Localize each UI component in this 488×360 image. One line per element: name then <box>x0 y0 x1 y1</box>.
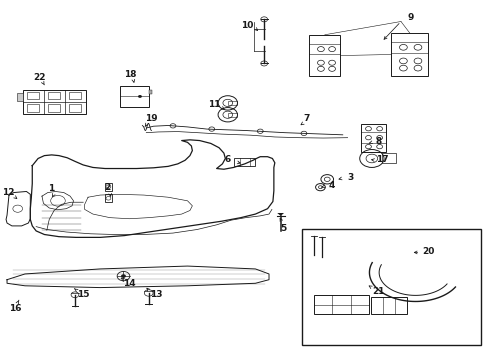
Bar <box>148 90 151 94</box>
Bar <box>69 92 81 99</box>
Circle shape <box>138 95 142 98</box>
Polygon shape <box>277 213 284 216</box>
Text: 11: 11 <box>207 100 220 109</box>
Text: 19: 19 <box>144 114 157 123</box>
Bar <box>27 104 39 112</box>
Text: 13: 13 <box>149 290 162 299</box>
Bar <box>48 92 60 99</box>
Bar <box>105 183 112 191</box>
Text: 6: 6 <box>224 155 230 164</box>
Bar <box>17 93 22 100</box>
Text: 17: 17 <box>375 155 388 164</box>
Bar <box>105 194 112 202</box>
Text: 7: 7 <box>303 114 309 123</box>
Bar <box>69 104 81 112</box>
Text: 15: 15 <box>77 289 89 298</box>
Bar <box>27 92 39 99</box>
Bar <box>301 229 480 345</box>
Text: 12: 12 <box>2 188 14 197</box>
Bar <box>48 104 60 112</box>
Bar <box>227 113 236 117</box>
Bar <box>390 33 427 76</box>
Bar <box>370 297 407 314</box>
Text: 10: 10 <box>241 21 253 30</box>
Text: 21: 21 <box>371 287 384 296</box>
Bar <box>313 295 369 315</box>
Text: 5: 5 <box>280 224 286 233</box>
Text: 20: 20 <box>422 247 434 256</box>
Bar <box>381 153 395 163</box>
Bar <box>227 101 236 105</box>
Text: 1: 1 <box>47 184 54 193</box>
Bar <box>308 35 340 76</box>
Text: 18: 18 <box>124 70 136 79</box>
Bar <box>234 158 255 166</box>
Bar <box>22 90 85 114</box>
Text: 2: 2 <box>104 183 110 192</box>
Bar <box>120 86 148 107</box>
Circle shape <box>121 274 125 278</box>
Text: 22: 22 <box>33 73 46 82</box>
Text: 8: 8 <box>374 137 381 146</box>
Text: 9: 9 <box>407 13 413 22</box>
Text: 16: 16 <box>9 303 21 312</box>
Text: 14: 14 <box>122 279 135 288</box>
Text: 3: 3 <box>346 173 352 182</box>
Bar <box>361 125 386 152</box>
Text: 4: 4 <box>328 181 335 190</box>
